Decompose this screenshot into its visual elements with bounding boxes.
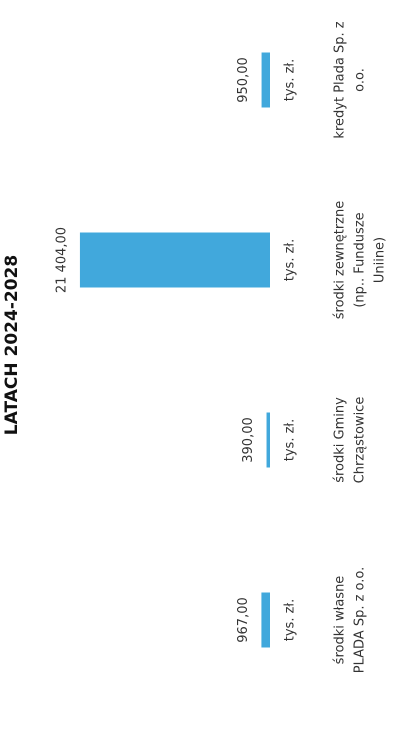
category-label: kredyt Plada Sp. z bbox=[333, 21, 348, 138]
value-label: 950,00 bbox=[236, 57, 251, 103]
category-label: o.o. bbox=[353, 68, 368, 92]
category-label: Chrząstowice bbox=[353, 397, 368, 484]
unit-label: tys. zł. bbox=[283, 599, 298, 641]
unit-label: tys. zł. bbox=[283, 239, 298, 281]
category-label: PLADA Sp. z o.o. bbox=[353, 567, 368, 674]
chart-title: LATACH 2024-2028 bbox=[2, 255, 22, 435]
value-label: 967,00 bbox=[236, 597, 251, 643]
category-label: środki własne bbox=[333, 576, 348, 665]
bar bbox=[79, 232, 270, 288]
category-label: środki Gminy bbox=[333, 397, 348, 483]
category-label: Uniine) bbox=[373, 237, 388, 283]
unit-label: tys. zł. bbox=[283, 419, 298, 461]
category-label: (np.. Fundusze bbox=[353, 212, 368, 307]
unit-label: tys. zł. bbox=[283, 59, 298, 101]
bar bbox=[261, 52, 270, 108]
value-label: 390,00 bbox=[241, 417, 256, 463]
value-label: 21 404,00 bbox=[54, 227, 69, 293]
bar bbox=[266, 412, 271, 468]
bar bbox=[261, 592, 270, 648]
rotated-chart: LATACH 2024-2028 967,00 tys. zł. środki wł… bbox=[2, 21, 388, 673]
category-label: środki zewnętrzne bbox=[333, 201, 348, 320]
